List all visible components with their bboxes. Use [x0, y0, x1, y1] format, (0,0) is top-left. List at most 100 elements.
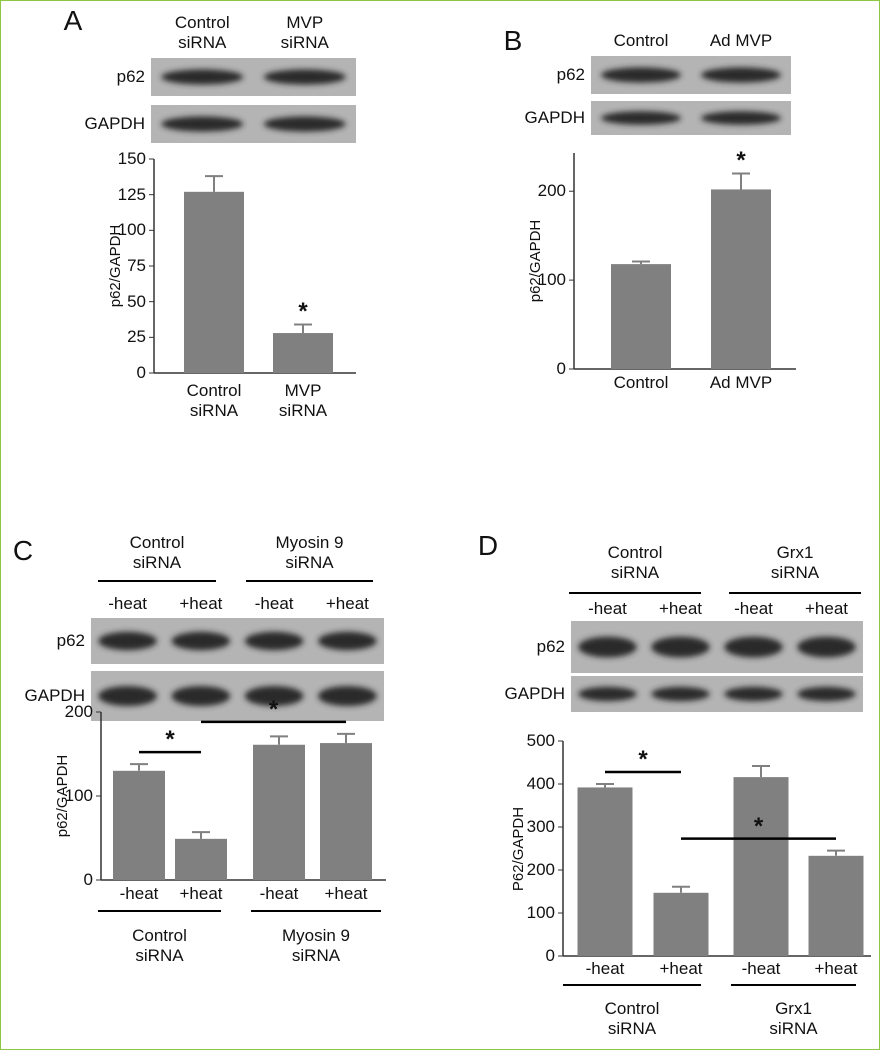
bar — [653, 892, 709, 956]
y-tick-label: 0 — [556, 359, 566, 378]
x-group-label: Control siRNA — [132, 926, 187, 965]
blot-row-label: GAPDH — [84, 114, 145, 133]
blot-lane-label: -heat — [734, 599, 773, 618]
panel-letter: D — [477, 530, 499, 561]
blot-row-label: GAPDH — [504, 684, 565, 703]
bar — [711, 189, 771, 369]
error-bar — [752, 764, 770, 778]
error-bar — [205, 175, 223, 192]
blot-group-label: Control siRNA — [607, 543, 663, 582]
x-tick-label: +heat — [324, 884, 368, 903]
y-tick-label: 100 — [64, 786, 93, 805]
blot-band — [601, 111, 681, 125]
error-bar — [294, 323, 312, 334]
y-tick-label: 300 — [526, 817, 555, 836]
x-tick-label: -heat — [741, 959, 781, 978]
blot-lane-label: Control — [613, 31, 669, 50]
y-tick-label: 200 — [526, 860, 555, 879]
error-bar — [672, 885, 690, 893]
error-bar — [337, 732, 355, 744]
y-tick-label: 100 — [526, 903, 555, 922]
error-bar — [732, 172, 750, 190]
x-group-label: Myosin 9 siRNA — [281, 926, 351, 965]
error-bar — [827, 849, 845, 856]
y-tick-label: 150 — [117, 149, 146, 168]
blot-lane-label: +heat — [325, 594, 369, 613]
panel-letter: B — [503, 25, 523, 56]
blot-lane-label: MVP siRNA — [280, 13, 329, 52]
blot-group-label: Control siRNA — [129, 533, 185, 572]
blot-lane-label: Ad MVP — [709, 31, 773, 50]
blot-band — [171, 631, 231, 651]
bar — [253, 744, 305, 880]
x-tick-label: MVP siRNA — [278, 381, 328, 420]
error-bar — [632, 260, 650, 265]
bar — [808, 855, 864, 956]
bar — [175, 838, 227, 880]
blot-lane-label: -heat — [588, 599, 627, 618]
x-tick-label: +heat — [814, 959, 858, 978]
x-tick-label: +heat — [179, 884, 223, 903]
blot-band — [724, 636, 783, 658]
significance-star: * — [298, 298, 308, 326]
y-tick-label: 400 — [526, 774, 555, 793]
significance-star: * — [736, 147, 746, 175]
blot-group-label: Myosin 9 siRNA — [275, 533, 344, 572]
blot-lane-label: -heat — [108, 594, 147, 613]
blot-band — [578, 636, 637, 658]
blot-band — [244, 631, 304, 651]
blot-row-label: p62 — [536, 637, 565, 656]
error-bar — [596, 783, 614, 788]
blot-row-label: p62 — [56, 631, 85, 650]
bar — [733, 777, 789, 956]
blot-band — [263, 69, 346, 85]
x-tick-label: -heat — [585, 959, 625, 978]
y-axis-label: p62/GAPDH — [527, 219, 544, 303]
blot-band — [724, 686, 783, 702]
y-tick-label: 125 — [117, 184, 146, 204]
error-bar — [270, 735, 288, 745]
bar — [113, 770, 165, 880]
y-tick-label: 100 — [537, 270, 566, 290]
bar — [184, 191, 244, 373]
blot-lane-label: +heat — [804, 599, 849, 618]
bar — [577, 787, 633, 956]
x-tick-label: Ad MVP — [709, 373, 773, 392]
blot-band — [263, 116, 346, 132]
y-tick-label: 50 — [127, 291, 146, 311]
blot-row-label: p62 — [116, 67, 145, 86]
blot-band — [701, 111, 781, 125]
blot-row-label: p62 — [556, 65, 585, 84]
blot-band — [701, 67, 781, 83]
blot-band — [244, 686, 304, 706]
blot-band — [318, 631, 377, 651]
y-tick-label: 25 — [127, 327, 146, 347]
x-tick-label: -heat — [119, 884, 159, 903]
blot-lane-label: Control siRNA — [174, 13, 230, 52]
blot-band — [171, 686, 231, 706]
blot-band — [601, 67, 681, 83]
blot-band — [98, 686, 157, 706]
x-tick-label: Control siRNA — [186, 381, 242, 420]
blot-row-label: GAPDH — [524, 108, 585, 127]
x-group-label: Grx1 siRNA — [769, 999, 818, 1038]
panel-letter: C — [12, 535, 34, 566]
blot-band — [161, 116, 244, 132]
blot-group-label: Grx1 siRNA — [770, 543, 820, 582]
y-axis-label: p62/GAPDH — [107, 224, 124, 308]
x-group-label: Control siRNA — [604, 999, 660, 1038]
y-tick-label: 75 — [127, 256, 146, 275]
x-tick-label: Control — [613, 373, 669, 392]
y-axis-label: p62/GAPDH — [54, 754, 71, 838]
error-bar — [192, 831, 210, 839]
significance-star: * — [165, 726, 175, 754]
blot-band — [161, 69, 244, 85]
significance-star: * — [268, 695, 279, 723]
blot-lane-label: +heat — [658, 599, 703, 618]
blot-band — [98, 631, 157, 651]
blot-band — [318, 686, 377, 706]
x-tick-label: +heat — [659, 959, 703, 978]
bar — [611, 264, 671, 369]
y-tick-label: 500 — [526, 731, 555, 750]
